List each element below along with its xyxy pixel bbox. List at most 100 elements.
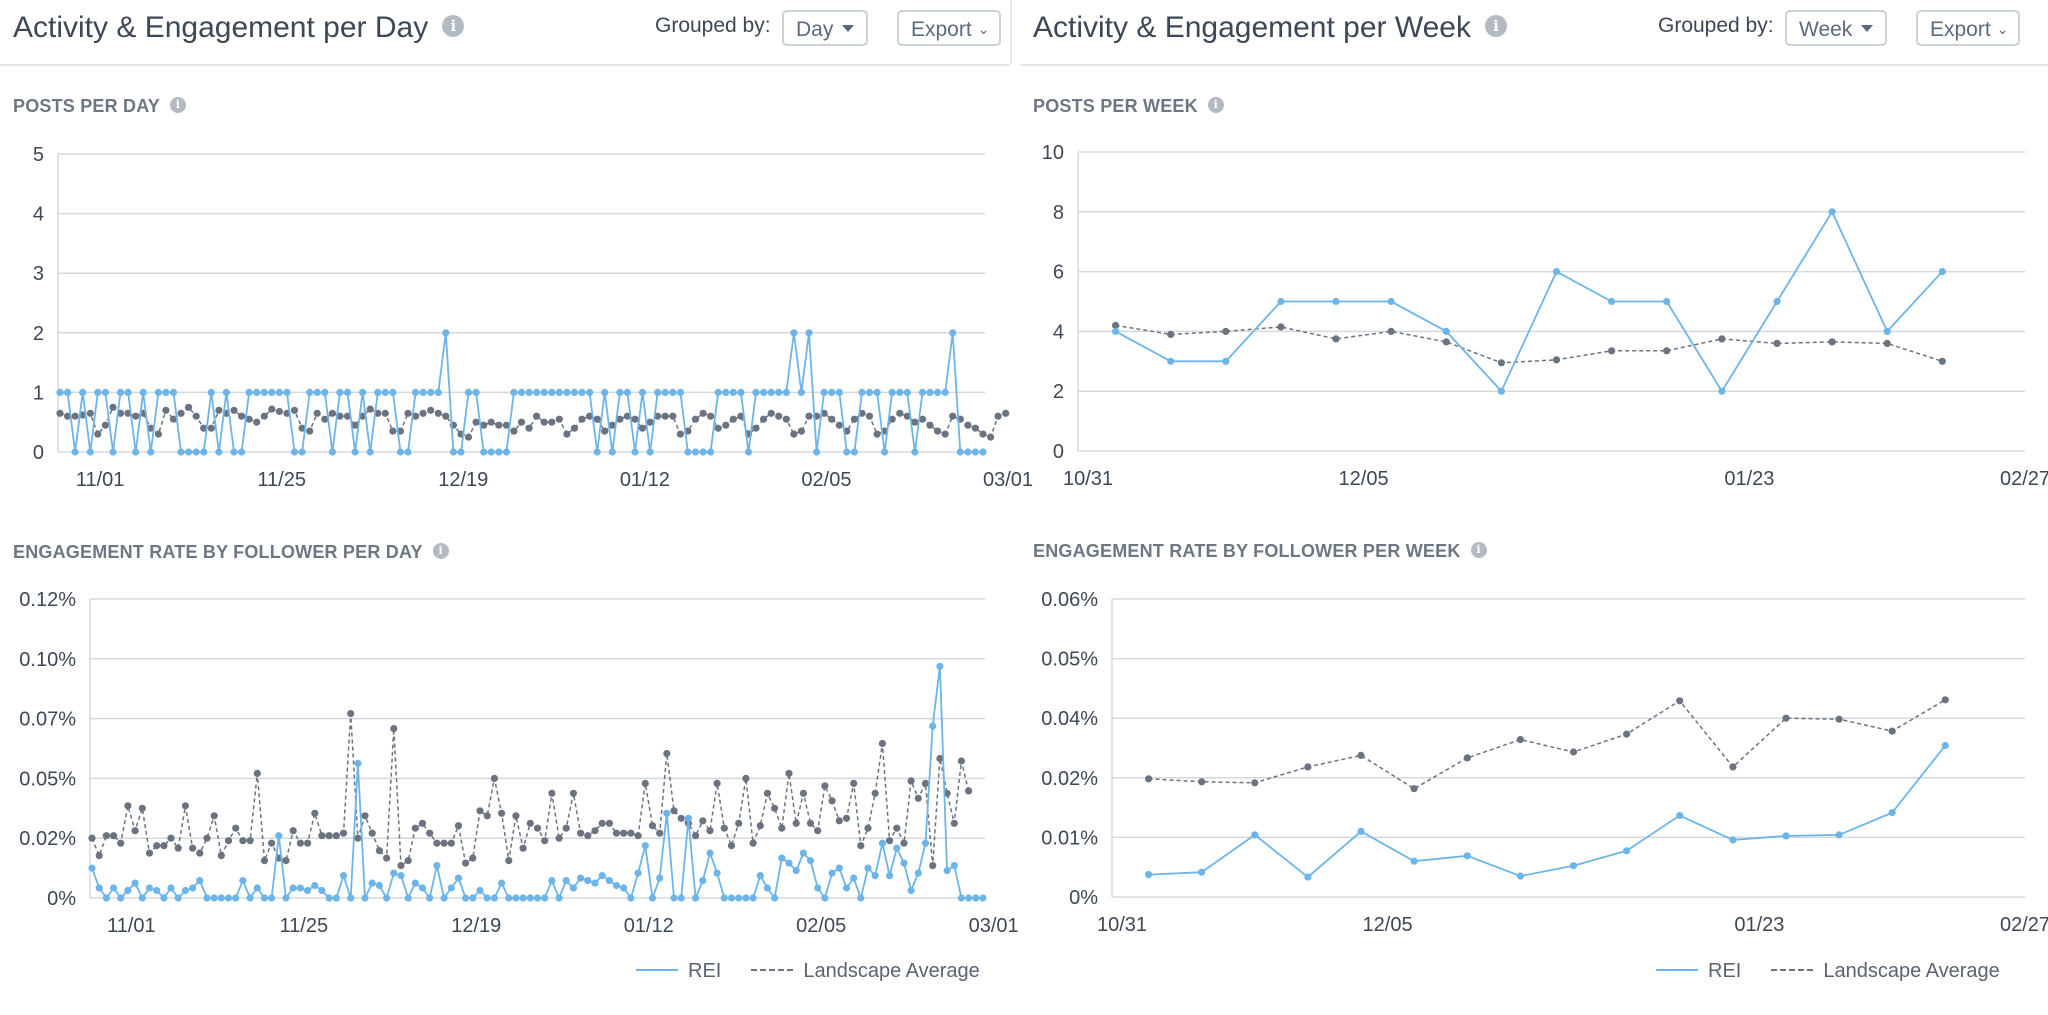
rei-point	[311, 881, 319, 890]
rei-point	[722, 388, 730, 396]
rei-point	[56, 388, 64, 396]
rei-line	[1148, 744, 1947, 879]
average-point	[109, 403, 117, 411]
rei-point	[210, 894, 218, 902]
average-point	[215, 406, 223, 414]
grouped-by-select[interactable]: Day	[782, 10, 868, 46]
rei-point	[102, 894, 110, 902]
x-tick-label: 03/01	[969, 915, 1019, 937]
average-point	[676, 430, 685, 438]
export-button[interactable]: Export ⌄	[897, 10, 1001, 46]
average-point	[487, 418, 495, 426]
grouped-by-value: Day	[796, 18, 834, 41]
average-point	[591, 827, 599, 835]
rei-legend-label[interactable]: REI	[1708, 960, 1742, 982]
average-point	[785, 769, 793, 777]
average-point	[1888, 727, 1896, 735]
average-point	[646, 418, 654, 426]
rei-point	[956, 448, 964, 456]
average-point	[735, 819, 743, 827]
rei-point	[533, 388, 541, 396]
average-point	[217, 852, 225, 860]
average-legend-label[interactable]: Landscape Average	[1823, 960, 2000, 982]
info-icon[interactable]: i	[432, 543, 449, 560]
average-point	[1552, 356, 1561, 364]
rei-point	[1332, 297, 1340, 306]
rei-point	[196, 877, 204, 885]
info-icon[interactable]: i	[1207, 97, 1224, 114]
average-point	[289, 827, 297, 835]
average-point	[979, 430, 987, 438]
rei-point	[1718, 387, 1726, 395]
average-point	[102, 832, 110, 840]
average-point	[1145, 775, 1153, 783]
rei-point	[950, 862, 958, 870]
rei-point	[502, 448, 510, 456]
grouped-by-select[interactable]: Week	[1785, 10, 1887, 46]
average-point	[805, 412, 813, 420]
info-icon[interactable]: i	[1470, 542, 1487, 559]
daily-legend: REI Landscape Average	[636, 960, 980, 983]
rei-point	[1516, 872, 1524, 880]
average-point	[533, 412, 541, 420]
average-legend-label[interactable]: Landscape Average	[803, 960, 980, 982]
info-icon[interactable]: i	[1485, 15, 1507, 38]
average-point	[321, 415, 329, 423]
rei-point	[828, 388, 836, 396]
rei-point	[390, 869, 398, 877]
average-point	[154, 430, 162, 438]
rei-point	[548, 877, 556, 885]
rei-point	[230, 448, 238, 456]
rei-point	[132, 448, 140, 456]
rei-point	[771, 894, 779, 902]
engagement-per-week-heading: ENGAGEMENT RATE BY FOLLOWER PER WEEK i	[1033, 541, 1487, 562]
rei-point	[850, 448, 859, 456]
rei-point	[1357, 827, 1365, 835]
rei-point	[669, 388, 677, 396]
rei-point	[1608, 297, 1616, 306]
rei-point	[676, 388, 685, 396]
average-point	[1782, 714, 1790, 722]
average-point	[162, 406, 170, 414]
x-tick-label: 01/23	[1734, 914, 1784, 936]
average-point	[929, 862, 937, 870]
average-point	[663, 749, 671, 758]
rei-point	[760, 388, 768, 396]
info-icon[interactable]: i	[442, 15, 465, 38]
rei-point	[203, 894, 211, 902]
average-point	[1332, 335, 1340, 343]
rei-point	[661, 388, 669, 396]
average-point	[306, 427, 314, 435]
rei-point	[366, 448, 374, 456]
average-point	[775, 412, 783, 420]
average-point	[893, 824, 901, 832]
rei-legend-label[interactable]: REI	[688, 960, 722, 982]
rei-point	[756, 872, 764, 880]
y-tick-label: 0%	[47, 888, 76, 910]
rei-point	[232, 894, 240, 902]
average-point	[332, 832, 340, 840]
export-button[interactable]: Export ⌄	[1916, 10, 2020, 46]
rei-point	[1167, 357, 1175, 365]
rei-point	[805, 329, 813, 337]
average-point	[472, 418, 480, 426]
rei-point	[691, 448, 700, 456]
rei-point	[174, 894, 182, 902]
average-point	[1463, 754, 1471, 762]
rei-point	[631, 448, 639, 456]
gridlines	[1112, 598, 2025, 898]
rei-point	[512, 894, 520, 902]
average-point	[1442, 338, 1450, 346]
average-point	[918, 415, 927, 423]
rei-point	[109, 448, 117, 456]
info-icon[interactable]: i	[169, 97, 186, 114]
average-point	[275, 407, 283, 416]
rei-point	[124, 388, 132, 396]
rei-point	[131, 879, 139, 887]
rei-point	[283, 388, 291, 396]
rei-point	[936, 662, 944, 670]
average-point	[737, 412, 745, 420]
average-point	[1387, 327, 1395, 335]
rei-point	[742, 894, 750, 902]
rei-point	[778, 854, 786, 862]
